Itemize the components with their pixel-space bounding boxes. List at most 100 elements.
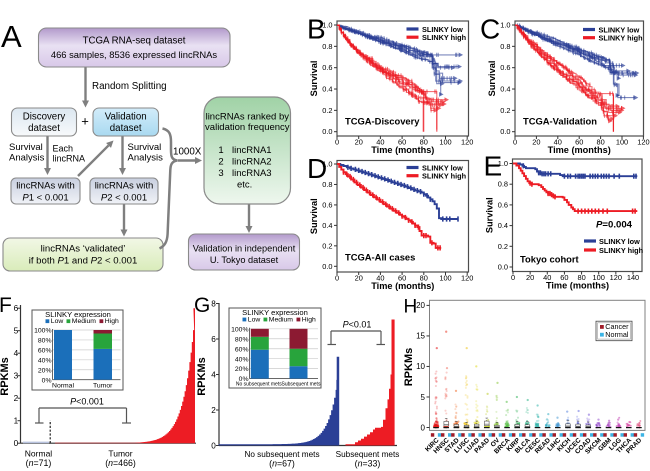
svg-text:lincRNAs with: lincRNAs with xyxy=(16,181,75,192)
svg-text:60%: 60% xyxy=(38,348,52,355)
svg-text:0%: 0% xyxy=(239,376,249,383)
svg-text:lincRNAs with: lincRNAs with xyxy=(95,181,154,192)
svg-text:lincRNA1: lincRNA1 xyxy=(232,145,272,156)
svg-text:100: 100 xyxy=(439,274,451,283)
svg-text:F: F xyxy=(0,294,12,317)
svg-text:Analysis: Analysis xyxy=(9,153,45,164)
svg-text:B: B xyxy=(307,14,326,45)
svg-text:0%: 0% xyxy=(42,377,52,384)
svg-text:Random Splitting: Random Splitting xyxy=(92,81,167,92)
svg-text:Medium: Medium xyxy=(269,317,294,324)
svg-text:140: 140 xyxy=(627,273,639,282)
svg-text:0: 0 xyxy=(421,423,426,432)
svg-text:40%: 40% xyxy=(235,356,249,363)
svg-text:0: 0 xyxy=(513,138,517,147)
svg-text:0.6: 0.6 xyxy=(498,200,508,209)
svg-text:60: 60 xyxy=(560,273,568,282)
svg-text:100%: 100% xyxy=(34,328,51,335)
svg-text:Validation in independent: Validation in independent xyxy=(193,244,296,254)
svg-text:5: 5 xyxy=(14,327,19,336)
svg-text:0.4: 0.4 xyxy=(500,85,510,94)
svg-text:Survival: Survival xyxy=(485,197,495,233)
svg-text:1: 1 xyxy=(14,417,19,426)
svg-text:Time (months): Time (months) xyxy=(548,145,611,155)
svg-text:1.0: 1.0 xyxy=(322,21,332,30)
svg-text:lincRNAs ‘validated’: lincRNAs ‘validated’ xyxy=(41,244,126,255)
svg-text:120: 120 xyxy=(610,273,622,282)
svg-text:60: 60 xyxy=(398,274,406,283)
svg-text:validation frequency: validation frequency xyxy=(205,122,290,133)
svg-text:TCGA-Validation: TCGA-Validation xyxy=(523,116,597,127)
svg-text:Low: Low xyxy=(51,318,64,325)
svg-text:0.6: 0.6 xyxy=(500,63,510,72)
svg-text:100: 100 xyxy=(593,273,605,282)
svg-text:0: 0 xyxy=(335,138,339,147)
svg-text:TCGA-All cases: TCGA-All cases xyxy=(345,252,415,263)
svg-text:0.2: 0.2 xyxy=(322,241,332,250)
svg-text:SLINKY low: SLINKY low xyxy=(599,25,640,34)
svg-text:40: 40 xyxy=(376,138,384,147)
svg-text:20: 20 xyxy=(355,274,363,283)
svg-text:SLINKY low: SLINKY low xyxy=(599,237,640,246)
svg-text:1.0: 1.0 xyxy=(500,21,510,30)
svg-text:40: 40 xyxy=(543,273,551,282)
svg-text:0.6: 0.6 xyxy=(322,200,332,209)
svg-text:(n=71): (n=71) xyxy=(26,458,52,468)
svg-text:RPKMs: RPKMs xyxy=(0,357,11,396)
svg-text:40%: 40% xyxy=(38,357,52,364)
svg-text:RPKMs: RPKMs xyxy=(196,357,208,396)
svg-text:1: 1 xyxy=(218,145,223,156)
svg-text:P=0.004: P=0.004 xyxy=(596,220,633,231)
svg-text:U. Tokyo dataset: U. Tokyo dataset xyxy=(210,255,279,265)
svg-text:6: 6 xyxy=(14,304,19,313)
svg-text:Survival: Survival xyxy=(128,142,162,153)
svg-text:SLINKY high: SLINKY high xyxy=(422,172,466,181)
svg-text:10: 10 xyxy=(416,362,425,371)
svg-text:Normal: Normal xyxy=(605,330,629,339)
svg-text:1.0: 1.0 xyxy=(322,160,332,169)
svg-text:0.0: 0.0 xyxy=(322,262,332,271)
svg-text:80: 80 xyxy=(596,138,604,147)
svg-text:3: 3 xyxy=(218,168,223,179)
svg-text:4: 4 xyxy=(211,370,216,379)
svg-text:60: 60 xyxy=(575,138,583,147)
svg-text:0: 0 xyxy=(511,273,515,282)
svg-text:60: 60 xyxy=(398,138,406,147)
svg-text:SLINKY low: SLINKY low xyxy=(422,163,463,172)
svg-text:0.4: 0.4 xyxy=(498,221,508,230)
svg-text:40: 40 xyxy=(376,274,384,283)
svg-text:80: 80 xyxy=(420,138,428,147)
svg-text:Analysis: Analysis xyxy=(128,153,164,164)
svg-text:0: 0 xyxy=(211,441,216,450)
svg-text:if both P1 and P2 < 0.001: if both P1 and P2 < 0.001 xyxy=(29,256,138,267)
svg-text:(n=67): (n=67) xyxy=(269,459,295,469)
svg-text:lincRNA: lincRNA xyxy=(53,154,86,164)
svg-text:0.8: 0.8 xyxy=(498,180,508,189)
svg-text:100: 100 xyxy=(439,138,451,147)
svg-text:Time (months): Time (months) xyxy=(371,145,434,155)
svg-text:Validation: Validation xyxy=(105,112,147,123)
svg-text:Time (months): Time (months) xyxy=(546,280,609,290)
svg-text:Discovery: Discovery xyxy=(23,112,66,123)
svg-text:+: + xyxy=(81,114,89,129)
svg-text:Time (months): Time (months) xyxy=(371,281,434,291)
svg-text:P1 < 0.001: P1 < 0.001 xyxy=(22,193,68,204)
svg-text:Normal: Normal xyxy=(25,449,53,459)
svg-text:Cancer: Cancer xyxy=(605,322,629,331)
svg-text:C: C xyxy=(480,14,500,45)
svg-text:lincRNA3: lincRNA3 xyxy=(232,168,272,179)
svg-text:0.4: 0.4 xyxy=(322,85,332,94)
svg-text:20%: 20% xyxy=(235,366,249,373)
svg-text:80: 80 xyxy=(420,274,428,283)
svg-text:A: A xyxy=(1,19,22,54)
svg-text:Tumor: Tumor xyxy=(108,449,132,459)
svg-text:0.0: 0.0 xyxy=(498,263,508,272)
svg-text:120: 120 xyxy=(637,138,649,147)
svg-text:60%: 60% xyxy=(235,346,249,353)
svg-text:SLINKY high: SLINKY high xyxy=(599,246,643,255)
svg-text:100%: 100% xyxy=(231,326,248,333)
svg-text:4: 4 xyxy=(14,349,19,358)
svg-text:etc.: etc. xyxy=(237,180,252,191)
svg-text:0.6: 0.6 xyxy=(322,63,332,72)
svg-text:120: 120 xyxy=(461,274,473,283)
